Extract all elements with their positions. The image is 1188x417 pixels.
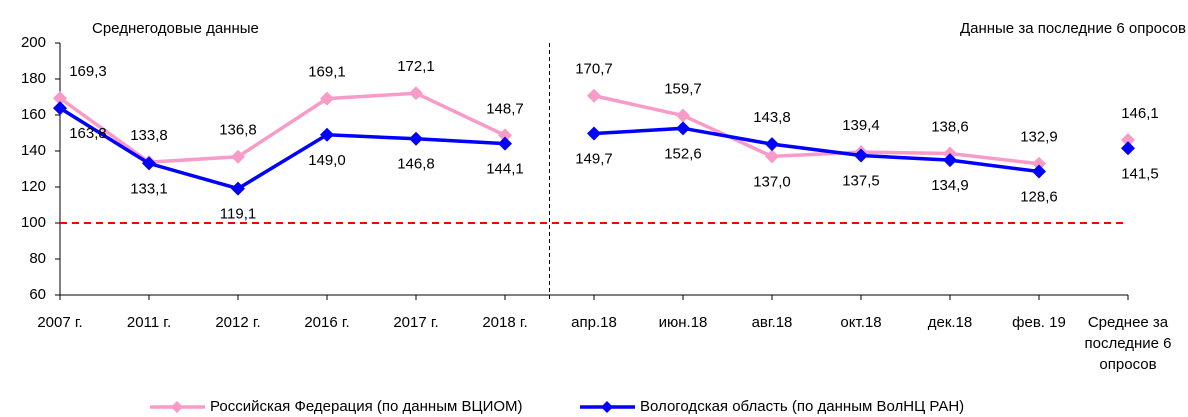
x-tick-label: 2016 г.	[304, 314, 350, 331]
x-tick-label: авг.18	[751, 314, 793, 331]
series-line	[59, 106, 506, 191]
series-line	[58, 91, 506, 164]
data-label: 139,4	[842, 117, 880, 134]
point	[142, 156, 156, 171]
x-tick-label: дек.18	[927, 314, 973, 331]
point	[231, 181, 245, 196]
point	[409, 86, 423, 101]
data-label: 119,1	[220, 206, 256, 223]
x-tick-label: 2007 г.	[37, 314, 83, 331]
legend-label: Вологодская область (по данным ВолНЦ РАН…	[640, 398, 964, 415]
section-title: Среднегодовые данные	[92, 20, 259, 37]
y-tick-label: 120	[21, 178, 46, 195]
point	[231, 149, 245, 164]
point	[53, 101, 67, 116]
data-label: 137,0	[753, 173, 791, 190]
point	[676, 108, 690, 123]
point	[1032, 156, 1046, 171]
data-label: 163,8	[69, 125, 107, 142]
data-label: 138,6	[931, 118, 969, 135]
point	[943, 153, 957, 168]
point	[587, 126, 601, 141]
data-label: 169,3	[69, 63, 107, 80]
data-label: 152,6	[664, 145, 702, 162]
point	[320, 91, 334, 106]
point	[676, 121, 690, 136]
x-tick-label: июн.18	[658, 314, 708, 331]
y-tick-label: 160	[21, 106, 46, 123]
data-label: 170,7	[575, 61, 613, 78]
point	[320, 127, 334, 142]
point	[498, 128, 512, 143]
data-label: 149,0	[308, 152, 346, 169]
point	[1121, 133, 1135, 148]
point	[53, 91, 67, 106]
y-tick-label: 80	[29, 250, 46, 267]
data-label: 133,8	[130, 127, 168, 144]
data-label: 144,1	[486, 161, 524, 178]
point	[587, 88, 601, 103]
data-label: 172,1	[397, 58, 435, 75]
y-tick-label: 200	[21, 34, 46, 51]
point	[1121, 141, 1135, 156]
data-label: 133,1	[130, 180, 168, 197]
point	[854, 148, 868, 163]
data-label: 134,9	[931, 177, 969, 194]
legend-marker	[171, 401, 183, 413]
data-label: 169,1	[308, 64, 346, 81]
point	[765, 149, 779, 164]
series-line	[593, 94, 1040, 166]
x-tick-label: окт.18	[840, 314, 882, 331]
x-tick-label: 2011 г.	[126, 314, 172, 331]
point	[409, 131, 423, 146]
data-label: 136,8	[219, 122, 257, 139]
data-label: 149,7	[575, 151, 613, 168]
legend-label: Российская Федерация (по данным ВЦИОМ)	[210, 398, 523, 415]
data-label: 128,6	[1020, 188, 1058, 205]
x-tick-label: 2017 г.	[393, 314, 439, 331]
y-tick-label: 100	[21, 214, 46, 231]
y-tick-label: 60	[29, 286, 46, 303]
data-label: 143,8	[753, 109, 791, 126]
y-tick-label: 180	[21, 70, 46, 87]
data-label: 146,8	[397, 156, 435, 173]
data-label: 141,5	[1121, 165, 1159, 182]
data-label: 132,9	[1020, 129, 1058, 146]
data-label: 146,1	[1121, 105, 1159, 122]
section-title: Данные за последние 6 опросов	[960, 20, 1186, 37]
x-tick-label: апр.18	[571, 314, 617, 331]
x-tick-label: 2018 г.	[482, 314, 528, 331]
data-label: 159,7	[664, 81, 702, 98]
legend-marker	[601, 401, 613, 413]
data-label: 137,5	[842, 172, 880, 189]
series-line	[593, 126, 1040, 174]
x-tick-label: 2012 г.	[215, 314, 261, 331]
x-tick-label: Среднее за последние 6 опросов	[1084, 314, 1172, 373]
point	[1032, 164, 1046, 179]
data-label: 148,7	[486, 100, 524, 117]
point	[765, 137, 779, 152]
y-tick-label: 140	[21, 142, 46, 159]
x-tick-label: фев. 19	[1012, 314, 1066, 331]
point	[498, 136, 512, 151]
